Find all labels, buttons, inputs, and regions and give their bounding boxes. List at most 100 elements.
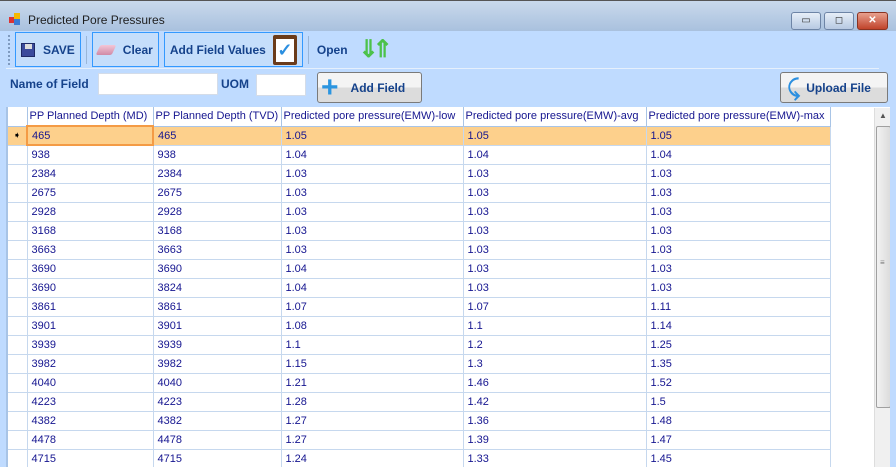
cell-low[interactable]: 1.05 [281, 126, 464, 146]
cell-md[interactable]: 4223 [27, 392, 154, 412]
cell-tvd[interactable]: 4478 [153, 430, 282, 450]
cell-md[interactable]: 3901 [27, 316, 154, 336]
cell-avg[interactable]: 1.1 [463, 316, 647, 336]
cell-low[interactable]: 1.04 [281, 259, 464, 279]
row-header[interactable] [8, 430, 28, 450]
add-field-values-button[interactable]: Add Field Values ✓ [163, 32, 303, 67]
scroll-up-arrow[interactable]: ▲ [879, 111, 887, 120]
table-row[interactable]: 2928 2928 1.03 1.03 1.03 [8, 202, 831, 222]
cell-avg[interactable]: 1.03 [463, 164, 647, 184]
cell-avg[interactable]: 1.2 [463, 335, 647, 355]
table-row[interactable]: 3901 3901 1.08 1.1 1.14 [8, 316, 831, 336]
row-header[interactable] [8, 202, 28, 222]
table-row[interactable]: ➧ 465 465 1.05 1.05 1.05 [8, 125, 831, 146]
cell-avg[interactable]: 1.3 [463, 354, 647, 374]
cell-avg[interactable]: 1.03 [463, 278, 647, 298]
cell-low[interactable]: 1.04 [281, 145, 464, 165]
cell-avg[interactable]: 1.03 [463, 259, 647, 279]
cell-avg[interactable]: 1.04 [463, 145, 647, 165]
cell-avg[interactable]: 1.03 [463, 183, 647, 203]
cell-md[interactable]: 2675 [27, 183, 154, 203]
cell-low[interactable]: 1.03 [281, 164, 464, 184]
cell-tvd[interactable]: 2675 [153, 183, 282, 203]
cell-max[interactable]: 1.03 [646, 164, 831, 184]
cell-max[interactable]: 1.04 [646, 145, 831, 165]
cell-max[interactable]: 1.35 [646, 354, 831, 374]
cell-low[interactable]: 1.03 [281, 202, 464, 222]
cell-max[interactable]: 1.03 [646, 221, 831, 241]
cell-md[interactable]: 3861 [27, 297, 154, 317]
cell-low[interactable]: 1.08 [281, 316, 464, 336]
scrollbar-thumb[interactable]: ≡ [876, 126, 890, 408]
column-header-md[interactable]: PP Planned Depth (MD) [27, 107, 154, 127]
cell-max[interactable]: 1.45 [646, 449, 831, 467]
cell-avg[interactable]: 1.36 [463, 411, 647, 431]
table-row[interactable]: 3690 3690 1.04 1.03 1.03 [8, 259, 831, 279]
cell-low[interactable]: 1.03 [281, 183, 464, 203]
column-header-max[interactable]: Predicted pore pressure(EMW)-max [646, 107, 831, 127]
row-header[interactable] [8, 449, 28, 467]
cell-md[interactable]: 3982 [27, 354, 154, 374]
row-header[interactable] [8, 335, 28, 355]
table-row[interactable]: 3861 3861 1.07 1.07 1.11 [8, 297, 831, 317]
cell-md[interactable]: 3690 [27, 278, 154, 298]
cell-md[interactable]: 3690 [27, 259, 154, 279]
cell-low[interactable]: 1.28 [281, 392, 464, 412]
row-header[interactable] [8, 354, 28, 374]
row-header[interactable] [8, 240, 28, 260]
cell-tvd[interactable]: 3824 [153, 278, 282, 298]
cell-low[interactable]: 1.07 [281, 297, 464, 317]
table-row[interactable]: 3663 3663 1.03 1.03 1.03 [8, 240, 831, 260]
cell-max[interactable]: 1.03 [646, 183, 831, 203]
upload-file-button[interactable]: ⤹ Upload File [780, 72, 888, 103]
cell-tvd[interactable]: 4715 [153, 449, 282, 467]
table-row[interactable]: 3982 3982 1.15 1.3 1.35 [8, 354, 831, 374]
cell-tvd[interactable]: 3982 [153, 354, 282, 374]
cell-tvd[interactable]: 3690 [153, 259, 282, 279]
table-row[interactable]: 4715 4715 1.24 1.33 1.45 [8, 449, 831, 467]
cell-md[interactable]: 3663 [27, 240, 154, 260]
column-header-avg[interactable]: Predicted pore pressure(EMW)-avg [463, 107, 647, 127]
cell-tvd[interactable]: 3663 [153, 240, 282, 260]
cell-max[interactable]: 1.47 [646, 430, 831, 450]
row-header[interactable] [8, 164, 28, 184]
cell-tvd[interactable]: 3901 [153, 316, 282, 336]
row-header[interactable] [8, 145, 28, 165]
table-row[interactable]: 4478 4478 1.27 1.39 1.47 [8, 430, 831, 450]
cell-tvd[interactable]: 465 [153, 126, 282, 146]
data-grid[interactable]: PP Planned Depth (MD) PP Planned Depth (… [6, 107, 890, 467]
cell-md[interactable]: 4715 [27, 449, 154, 467]
add-field-button[interactable]: + Add Field [317, 72, 422, 103]
cell-md[interactable]: 3939 [27, 335, 154, 355]
table-row[interactable]: 4223 4223 1.28 1.42 1.5 [8, 392, 831, 412]
minimize-button[interactable]: ▭ [791, 12, 821, 30]
cell-max[interactable]: 1.25 [646, 335, 831, 355]
vertical-scrollbar[interactable]: ▲ ≡ [874, 108, 890, 467]
cell-tvd[interactable]: 4382 [153, 411, 282, 431]
cell-md[interactable]: 2928 [27, 202, 154, 222]
cell-md[interactable]: 4478 [27, 430, 154, 450]
cell-tvd[interactable]: 2384 [153, 164, 282, 184]
cell-avg[interactable]: 1.33 [463, 449, 647, 467]
cell-md[interactable]: 2384 [27, 164, 154, 184]
row-header[interactable] [8, 316, 28, 336]
cell-max[interactable]: 1.03 [646, 240, 831, 260]
cell-tvd[interactable]: 3861 [153, 297, 282, 317]
cell-max[interactable]: 1.11 [646, 297, 831, 317]
table-row[interactable]: 4382 4382 1.27 1.36 1.48 [8, 411, 831, 431]
cell-avg[interactable]: 1.39 [463, 430, 647, 450]
cell-low[interactable]: 1.04 [281, 278, 464, 298]
cell-max[interactable]: 1.03 [646, 202, 831, 222]
row-header[interactable] [8, 411, 28, 431]
cell-tvd[interactable]: 3939 [153, 335, 282, 355]
cell-avg[interactable]: 1.07 [463, 297, 647, 317]
row-header[interactable] [8, 221, 28, 241]
cell-max[interactable]: 1.14 [646, 316, 831, 336]
cell-max[interactable]: 1.05 [646, 126, 831, 146]
table-row[interactable]: 3690 3824 1.04 1.03 1.03 [8, 278, 831, 298]
cell-low[interactable]: 1.15 [281, 354, 464, 374]
open-label[interactable]: Open [316, 42, 348, 57]
cell-max[interactable]: 1.52 [646, 373, 831, 393]
cell-tvd[interactable]: 3168 [153, 221, 282, 241]
cell-low[interactable]: 1.03 [281, 240, 464, 260]
